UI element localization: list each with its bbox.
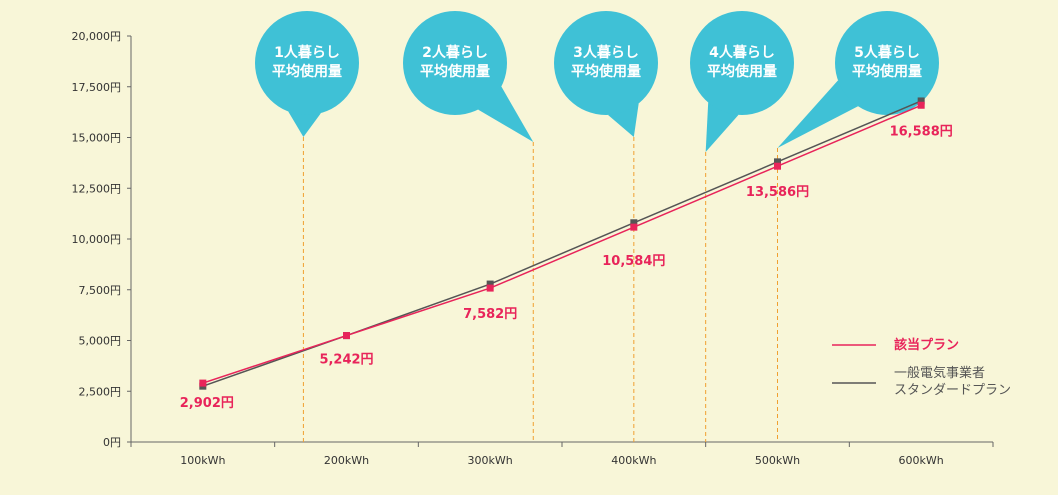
callout-tail <box>288 111 321 137</box>
callout-tail <box>777 80 859 148</box>
data-label: 7,582円 <box>463 307 517 322</box>
y-tick-label: 2,500円 <box>79 385 122 398</box>
standard-series-line <box>202 100 922 387</box>
callout-line1: 1人暮らし <box>274 44 340 61</box>
callout-bubble <box>554 11 658 115</box>
callout-line1: 3人暮らし <box>573 44 639 61</box>
callout-bubble <box>403 11 507 115</box>
callout-tail <box>478 86 534 142</box>
y-tick-label: 7,500円 <box>79 284 122 297</box>
x-tick-label: 500kWh <box>755 454 800 467</box>
standard-data-point <box>774 158 781 166</box>
callout-tail <box>608 103 639 137</box>
chart-axes: 0円 2,500円 5,000円 7,500円 10,000円 12,500円 15,000… <box>72 30 994 467</box>
data-label: 2,902円 <box>180 396 234 411</box>
standard-data-point <box>630 219 638 227</box>
callout-bubble <box>690 11 794 115</box>
y-tick-label: 15,000円 <box>72 132 122 145</box>
legend-label-standard-line2: スタンダードプラン <box>894 383 1011 398</box>
callout-tail <box>705 102 739 152</box>
callout-line2: 平均使用量 <box>707 63 777 80</box>
callout-line1: 4人暮らし <box>709 44 775 61</box>
usage-marker-lines <box>302 137 778 442</box>
y-tick-label: 20,000円 <box>72 30 122 43</box>
data-label: 16,588円 <box>890 124 953 139</box>
y-tick-label: 17,500円 <box>72 81 122 94</box>
x-tick-label: 100kWh <box>180 454 225 467</box>
y-tick-label: 12,500円 <box>72 182 122 195</box>
callout-line1: 5人暮らし <box>854 44 920 61</box>
plan-data-point <box>486 284 494 292</box>
chart-series <box>199 97 925 390</box>
x-tick-label: 600kWh <box>899 454 944 467</box>
plan-data-point <box>343 332 350 340</box>
x-tick-label: 200kWh <box>324 454 369 467</box>
data-label: 10,584円 <box>602 254 665 269</box>
callout-line2: 平均使用量 <box>571 63 641 80</box>
plan-data-point <box>630 223 638 231</box>
callout-line1: 2人暮らし <box>422 44 488 61</box>
y-tick-label: 10,000円 <box>72 233 122 246</box>
plan-data-point <box>199 379 207 387</box>
legend-label-plan: 該当プラン <box>894 337 959 353</box>
x-tick-label: 300kWh <box>468 454 513 467</box>
plan-series-line <box>202 104 922 384</box>
data-label: 5,242円 <box>319 353 373 368</box>
data-label: 13,586円 <box>746 185 809 200</box>
plan-data-point <box>917 101 925 109</box>
plan-data-point <box>774 162 781 170</box>
y-tick-label: 0円 <box>103 436 121 449</box>
data-labels: 2,902円 5,242円 7,582円 10,584円 13,586円 16,588円 <box>180 124 953 411</box>
callout-line2: 平均使用量 <box>852 63 922 80</box>
callout-bubble <box>835 11 939 115</box>
standard-data-point <box>917 97 925 105</box>
callout-line2: 平均使用量 <box>272 63 342 80</box>
legend-label-standard-line1: 一般電気事業者 <box>894 365 985 381</box>
callout-line2: 平均使用量 <box>420 63 490 80</box>
callout-bubble <box>255 11 359 115</box>
x-tick-label: 400kWh <box>611 454 656 467</box>
standard-data-point <box>486 280 494 288</box>
y-tick-label: 5,000円 <box>79 335 122 348</box>
usage-callouts: 1人暮らし平均使用量2人暮らし平均使用量3人暮らし平均使用量4人暮らし平均使用量… <box>255 11 939 152</box>
